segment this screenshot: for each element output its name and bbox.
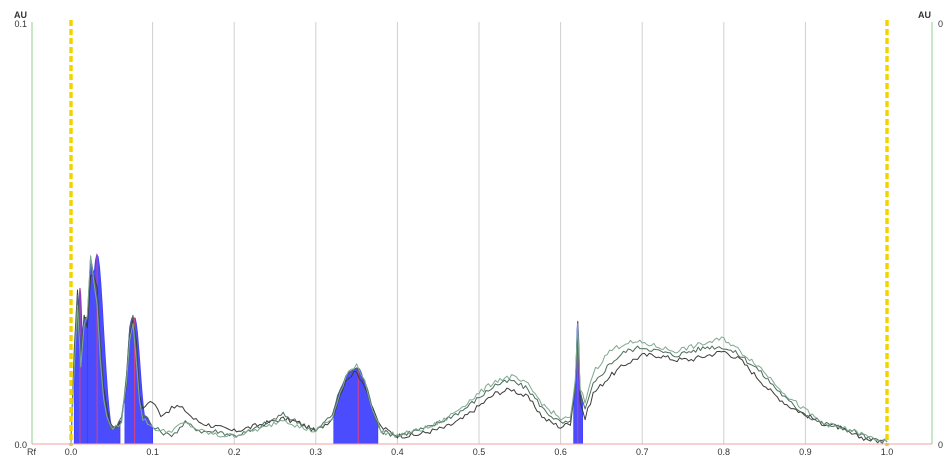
trace-line-2 [70, 255, 888, 444]
front-lines-layer [69, 20, 889, 446]
y-left-tick-bottom: 0.0 [14, 440, 27, 450]
x-tick-label-1: 0.1 [146, 447, 159, 456]
x-tick-label-4: 0.4 [391, 447, 404, 456]
y-left-tick-top: 0.1 [14, 19, 27, 29]
traces-layer [70, 255, 888, 444]
x-tick-label-3: 0.3 [310, 447, 323, 456]
x-axis-label: Rf [27, 447, 36, 456]
grid-layer [152, 22, 806, 444]
x-tick-label-8: 0.8 [718, 447, 731, 456]
y-right-tick-bottom: 0 [938, 440, 943, 450]
y-left-unit-label: AU [14, 10, 27, 20]
y-right-tick-top: 0 [938, 19, 943, 29]
axis-layer: AU 0.1 0.0 AU 0 0 Rf [14, 10, 943, 456]
x-tick-label-7: 0.7 [636, 447, 649, 456]
peaks-layer [73, 253, 583, 445]
peak-area-1 [86, 253, 121, 445]
x-tick-label-9: 0.9 [799, 447, 812, 456]
x-tick-label-5: 0.5 [473, 447, 486, 456]
trace-line-0 [70, 274, 888, 444]
trace-line-1 [70, 256, 888, 444]
x-tick-labels: 0.0 0.1 0.2 0.3 0.4 0.5 0.6 0.7 0.8 0.9 1.0 [65, 447, 894, 456]
x-tick-label-6: 0.6 [554, 447, 567, 456]
x-tick-label-0: 0.0 [65, 447, 78, 456]
y-right-unit-label: AU [918, 10, 931, 20]
x-tick-label-10: 1.0 [881, 447, 894, 456]
x-tick-label-2: 0.2 [228, 447, 241, 456]
